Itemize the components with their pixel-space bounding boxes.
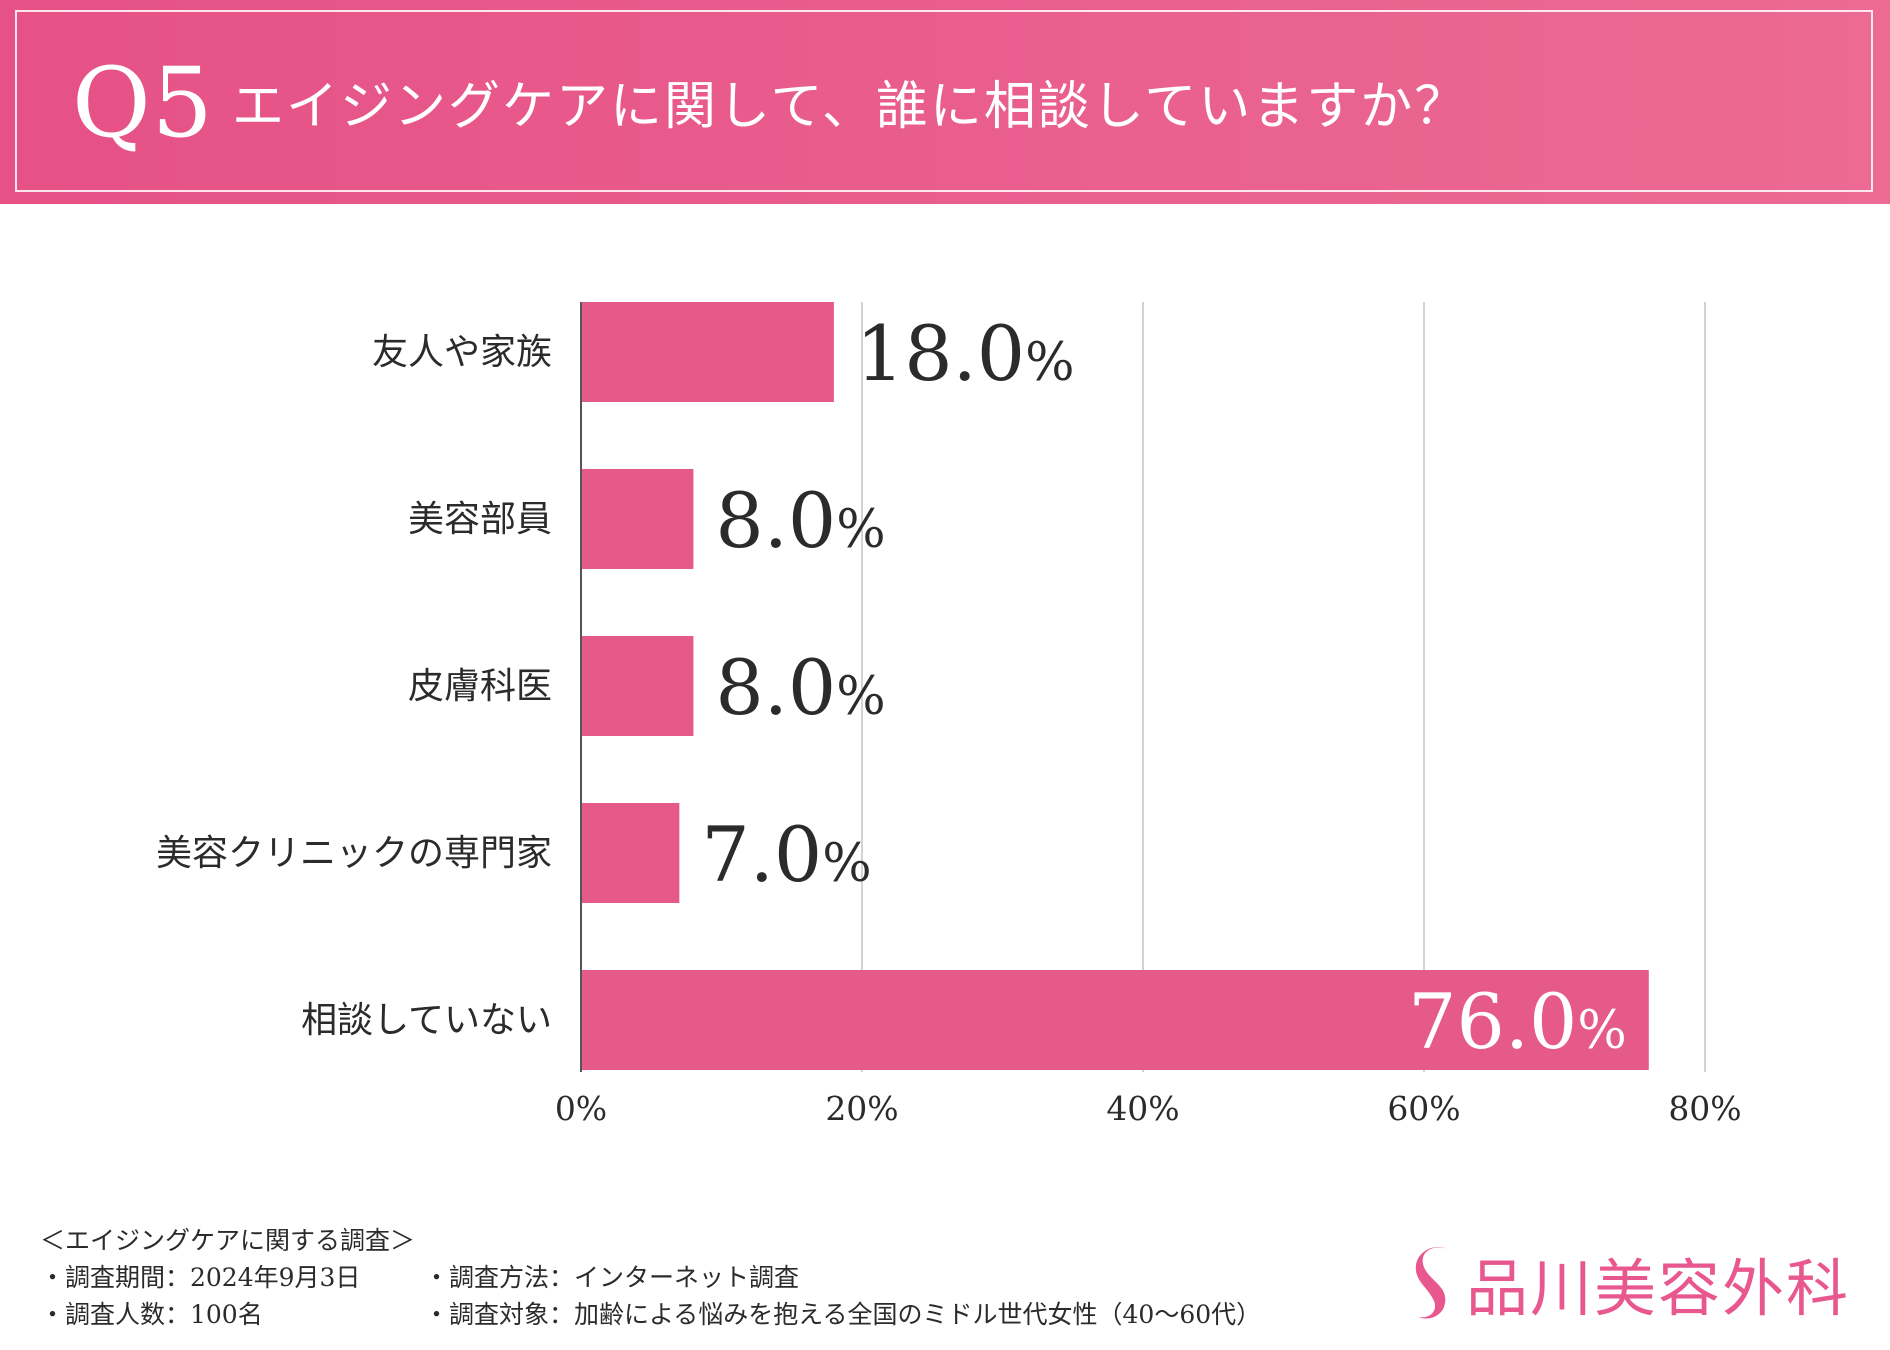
data-label-2: 8.0% — [715, 643, 885, 732]
data-label-percent-1: % — [836, 500, 885, 560]
bar-1 — [581, 469, 694, 569]
x-tick-label-0: 0% — [555, 1089, 607, 1128]
data-label-percent-0: % — [1025, 333, 1074, 393]
survey-target: ・調査対象：加齢による悩みを抱える全国のミドル世代女性（40〜60代） — [424, 1300, 1262, 1329]
x-tick-label-20: 20% — [825, 1089, 898, 1128]
data-label-value-1: 8.0 — [715, 476, 836, 565]
bar-3 — [581, 803, 680, 903]
category-label-2: 皮膚科医 — [408, 666, 552, 707]
data-label-3: 7.0% — [701, 810, 871, 899]
question-title: エイジングケアに関して、誰に相談していますか？ — [232, 77, 1469, 137]
bar-chart: 友人や家族 18.0% 美容部員 8.0% 皮膚科医 8.0% 美容クリニックの専門家 7.0… — [156, 302, 1742, 1128]
survey-heading: ＜エイジングケアに関する調査＞ — [40, 1226, 416, 1255]
category-label-0: 友人や家族 — [372, 332, 552, 373]
data-label-4: 76.0% — [1408, 977, 1627, 1066]
data-label-value-2: 8.0 — [715, 643, 836, 732]
data-label-percent-3: % — [822, 834, 871, 894]
survey-period: ・調査期間：2024年9月3日 — [40, 1263, 361, 1292]
data-label-1: 8.0% — [715, 476, 885, 565]
bar-4 — [581, 970, 1649, 1070]
data-label-0: 18.0% — [856, 309, 1075, 398]
data-label-value-4: 76.0 — [1408, 977, 1577, 1066]
data-label-value-3: 7.0 — [701, 810, 822, 899]
category-label-3: 美容クリニックの専門家 — [156, 833, 552, 874]
brand-name: 品川美容外科 — [1466, 1252, 1851, 1325]
category-label-1: 美容部員 — [408, 499, 552, 540]
brand-logo: 品川美容外科 — [1412, 1238, 1850, 1328]
data-label-value-0: 18.0 — [856, 309, 1025, 398]
x-tick-label-80: 80% — [1668, 1089, 1741, 1128]
question-number: Q5 — [72, 47, 214, 159]
bar-2 — [581, 636, 694, 736]
brand-s-icon — [1415, 1246, 1448, 1319]
x-tick-label-40: 40% — [1106, 1089, 1179, 1128]
header-banner: Q5 エイジングケアに関して、誰に相談していますか？ — [0, 0, 1890, 204]
bar-0 — [581, 302, 834, 402]
x-tick-label-60: 60% — [1387, 1089, 1460, 1128]
survey-row-2: ・調査人数：100名 ・調査対象：加齢による悩みを抱える全国のミドル世代女性（4… — [40, 1296, 1261, 1333]
survey-method: ・調査方法：インターネット調査 — [424, 1263, 800, 1292]
survey-count: ・調査人数：100名 — [40, 1300, 263, 1329]
category-label-4: 相談していない — [301, 1000, 552, 1041]
data-label-percent-4: % — [1577, 1001, 1626, 1061]
survey-info: ＜エイジングケアに関する調査＞ ・調査期間：2024年9月3日 ・調査方法：イン… — [40, 1222, 1261, 1333]
data-label-percent-2: % — [836, 667, 885, 727]
survey-row-1: ・調査期間：2024年9月3日 ・調査方法：インターネット調査 — [40, 1259, 1261, 1296]
header-frame — [15, 10, 1873, 192]
